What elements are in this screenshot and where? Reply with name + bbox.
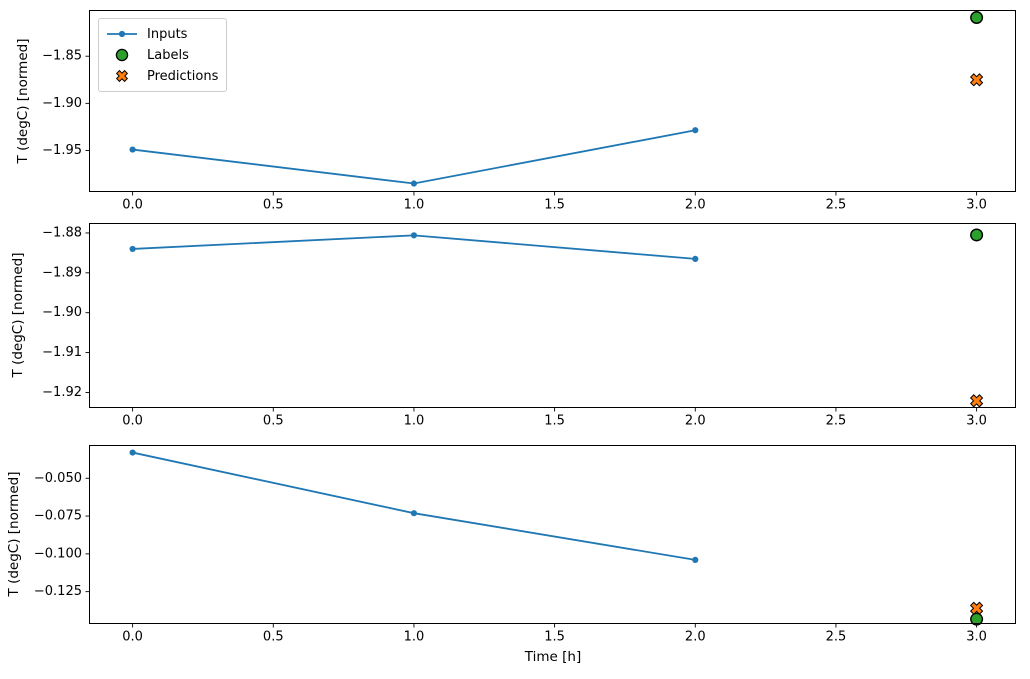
plot-frame: [89, 223, 1016, 408]
svg-text:−1.92: −1.92: [42, 385, 82, 400]
svg-text:−1.88: −1.88: [42, 225, 82, 240]
subplot-2-canvas: 0.0 0.5 1.0 1.5 2.0 2.5 3.0 −1.88 −1.89 −1.90 −1.9…: [42, 223, 1016, 428]
legend: Inputs Labels Predictions: [98, 18, 228, 92]
svg-text:0.0: 0.0: [122, 629, 143, 644]
legend-label: Inputs: [147, 26, 188, 42]
y-axis-label-subplot-1: T (degC) [normed]: [15, 38, 31, 164]
svg-text:2.5: 2.5: [826, 629, 847, 644]
svg-text:0.5: 0.5: [263, 413, 284, 428]
predictions-point: [969, 601, 984, 615]
svg-text:2.0: 2.0: [685, 629, 706, 644]
plot-frame: [89, 445, 1016, 624]
subplot-3-canvas: 0.0 0.5 1.0 1.5 2.0 2.5 3.0−0.050−0.075−0.100−…: [34, 445, 1016, 644]
svg-text:3.0: 3.0: [966, 197, 987, 212]
labels-point: [970, 228, 984, 242]
plot-area-subplot-1: 0.0 0.5 1.0 1.5 2.0 2.5 3.0 −1.85 −1.90 −1.95 Inp…: [42, 10, 1016, 212]
svg-text:2.5: 2.5: [826, 413, 847, 428]
x-axis-ticks: 0.0 0.5 1.0 1.5 2.0 2.5 3.0: [122, 408, 987, 428]
labels-point: [970, 612, 984, 626]
svg-text:2.0: 2.0: [685, 413, 706, 428]
y-axis-ticks: −1.88 −1.89 −1.90 −1.91 −1.92: [42, 225, 89, 400]
legend-item-labels: Labels: [107, 45, 218, 65]
svg-text:0.5: 0.5: [263, 197, 284, 212]
svg-text:1.5: 1.5: [544, 629, 565, 644]
x-axis-label: Time [h]: [524, 649, 582, 665]
svg-text:−1.89: −1.89: [42, 265, 82, 280]
y-axis-label-subplot-2: T (degC) [normed]: [10, 252, 26, 378]
legend-item-predictions: Predictions: [107, 66, 218, 86]
labels-circle-icon: [107, 47, 137, 63]
svg-text:1.5: 1.5: [544, 197, 565, 212]
svg-text:−0.125: −0.125: [34, 584, 82, 599]
svg-text:1.5: 1.5: [544, 413, 565, 428]
labels-point: [970, 11, 984, 25]
inputs-line: [129, 449, 699, 563]
inputs-line: [129, 127, 699, 187]
legend-label: Labels: [147, 47, 189, 63]
y-axis-ticks: −1.85 −1.90 −1.95: [42, 49, 89, 158]
svg-text:2.0: 2.0: [685, 197, 706, 212]
svg-text:−0.050: −0.050: [34, 471, 82, 486]
svg-text:0.5: 0.5: [263, 629, 284, 644]
svg-text:−1.91: −1.91: [42, 345, 82, 360]
svg-text:−0.100: −0.100: [34, 546, 82, 561]
svg-text:0.0: 0.0: [122, 197, 143, 212]
svg-text:−0.075: −0.075: [34, 509, 82, 524]
legend-label: Predictions: [147, 68, 219, 84]
legend-item-inputs: Inputs: [107, 24, 218, 44]
y-axis-label-subplot-3: T (degC) [normed]: [6, 471, 22, 597]
inputs-line: [129, 232, 699, 262]
x-axis-ticks: 0.0 0.5 1.0 1.5 2.0 2.5 3.0: [122, 624, 987, 644]
plot-frame: [89, 10, 1016, 192]
predictions-point: [969, 394, 984, 408]
svg-text:−1.95: −1.95: [42, 143, 82, 158]
y-axis-ticks: −0.050 −0.075 −0.100 −0.125: [34, 471, 89, 599]
svg-text:−1.90: −1.90: [42, 305, 82, 320]
svg-text:3.0: 3.0: [966, 413, 987, 428]
predictions-point: [969, 73, 984, 87]
svg-text:1.0: 1.0: [404, 197, 425, 212]
svg-text:1.0: 1.0: [404, 413, 425, 428]
svg-text:−1.85: −1.85: [42, 49, 82, 64]
predictions-x-icon: [107, 68, 137, 84]
svg-text:3.0: 3.0: [966, 629, 987, 644]
svg-text:−1.90: −1.90: [42, 96, 82, 111]
plot-area-subplot-3: 0.0 0.5 1.0 1.5 2.0 2.5 3.0 −0.050 −0.075 −0.100−…: [34, 445, 1016, 644]
plot-area-subplot-2: 0.0 0.5 1.0 1.5 2.0 2.5 3.0 −1.88 −1.89 −1.90 −1.9…: [42, 223, 1016, 428]
svg-text:0.0: 0.0: [122, 413, 143, 428]
svg-text:2.5: 2.5: [826, 197, 847, 212]
inputs-line-icon: [107, 27, 137, 41]
subplot-1-canvas: 0.0 0.5 1.0 1.5 2.0 2.5 3.0 −1.85 −1.90 −1.95: [42, 10, 1016, 212]
svg-text:1.0: 1.0: [404, 629, 425, 644]
x-axis-ticks: 0.0 0.5 1.0 1.5 2.0 2.5 3.0: [122, 192, 987, 212]
